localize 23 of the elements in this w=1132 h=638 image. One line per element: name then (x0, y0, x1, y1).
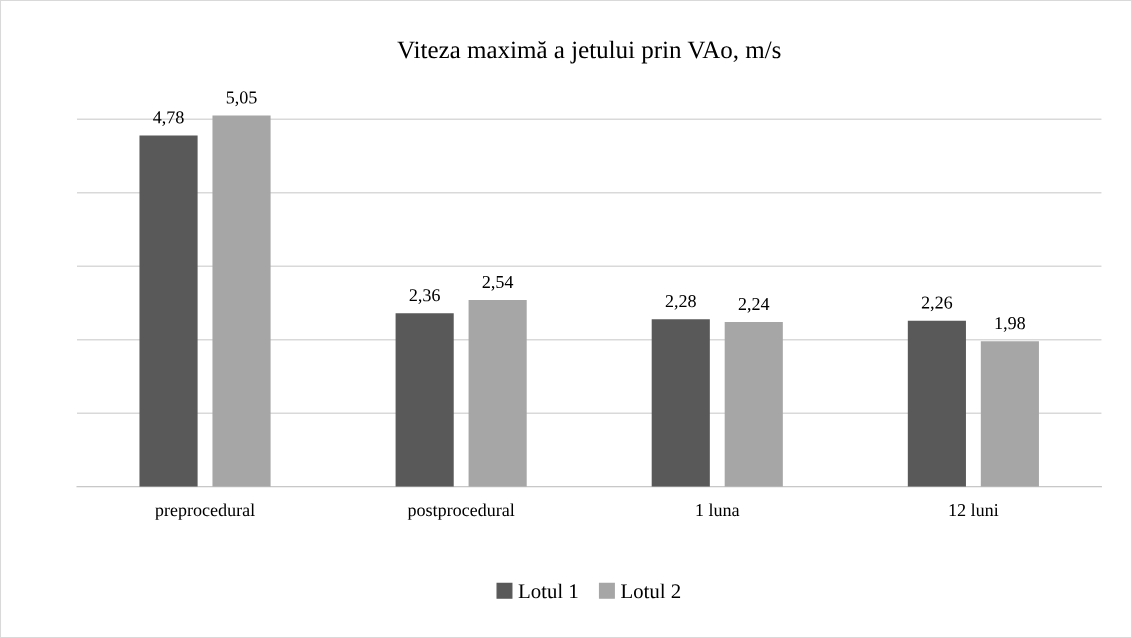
bar (212, 115, 271, 487)
x-tick-label: 12 luni (949, 503, 999, 517)
bar (395, 313, 454, 487)
data-label: 2,36 (409, 289, 440, 304)
x-tick-label: preprocedural (155, 503, 255, 520)
x-tick-label: postprocedural (407, 503, 515, 520)
x-tick-label: 1 luna (696, 503, 740, 517)
chart-title: Viteza maximă a jetului prin VAo, m/s (397, 40, 781, 64)
data-label: 2,54 (482, 275, 514, 291)
bar (907, 320, 966, 487)
data-label: 5,05 (226, 91, 257, 107)
bar (724, 322, 783, 487)
data-label: 1,98 (995, 317, 1025, 332)
data-label: 2,24 (738, 297, 770, 313)
data-label: 2,28 (665, 294, 696, 310)
legend-label: Lotul 2 (621, 583, 681, 599)
data-label: 2,26 (921, 296, 953, 312)
bar (651, 319, 710, 487)
legend-label: Lotul 1 (518, 583, 578, 599)
bar (139, 135, 198, 487)
bar (468, 300, 527, 487)
data-label: 4,78 (153, 111, 184, 126)
bar (980, 341, 1039, 487)
